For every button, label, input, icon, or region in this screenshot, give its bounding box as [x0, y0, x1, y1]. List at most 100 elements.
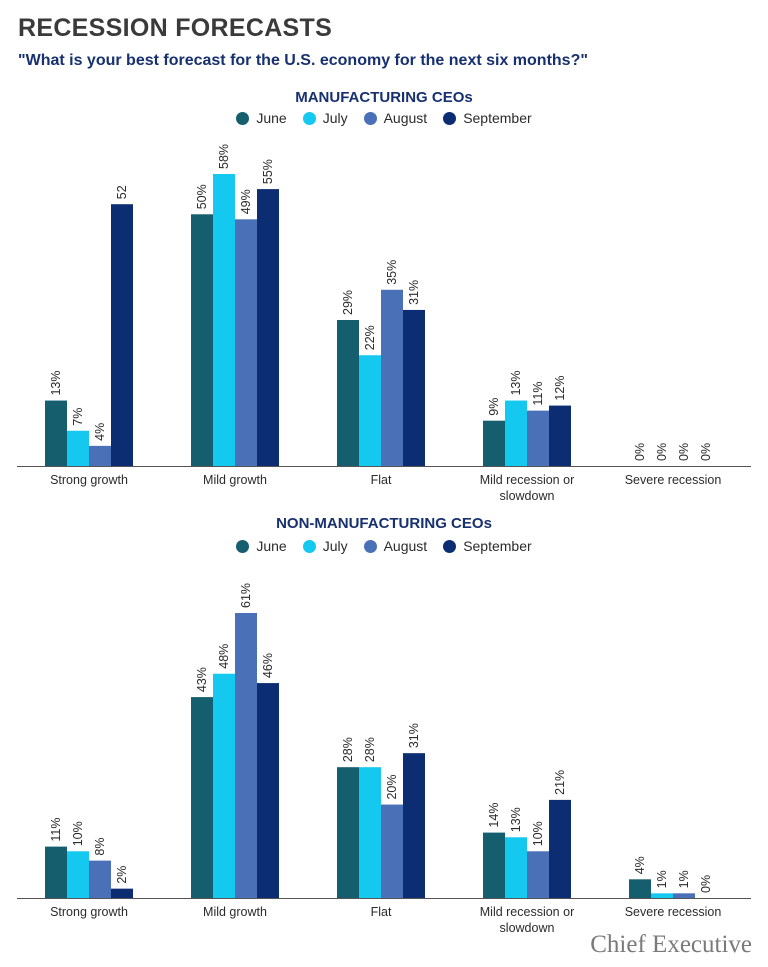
chart-title-manufacturing: MANUFACTURING CEOs [295, 89, 473, 106]
legend-label: July [322, 538, 348, 554]
bar-nonmfg-2-2 [381, 804, 403, 898]
bar-mfg-1-2 [235, 219, 257, 466]
category-label-nonmfg-1: Mild growth [203, 905, 267, 919]
data-label-mfg-3-2: 11% [531, 382, 545, 406]
bar-nonmfg-0-2 [89, 860, 111, 898]
bar-nonmfg-3-3 [549, 799, 571, 898]
data-label-nonmfg-3-3: 21% [553, 770, 567, 795]
bar-mfg-0-0 [45, 400, 67, 466]
bar-mfg-0-1 [67, 430, 89, 466]
bar-mfg-2-0 [337, 320, 359, 466]
data-label-nonmfg-0-2: 8% [93, 838, 107, 856]
data-label-mfg-2-0: 29% [341, 290, 355, 315]
data-label-mfg-4-2: 0% [677, 443, 691, 461]
category-label-mfg-2: Flat [371, 473, 392, 487]
data-label-mfg-0-0: 13% [49, 371, 63, 396]
data-label-nonmfg-4-3: 0% [699, 875, 713, 893]
bar-nonmfg-3-1 [505, 837, 527, 898]
data-label-mfg-3-0: 9% [487, 398, 501, 416]
data-label-mfg-2-2: 35% [385, 260, 399, 285]
data-label-mfg-1-3: 55% [261, 159, 275, 184]
legend-label: August [383, 110, 428, 126]
legend-item-september: September [443, 538, 532, 554]
category-label-mfg-0: Strong growth [50, 473, 128, 487]
legend-label: September [463, 538, 532, 554]
brand-logo: Chief Executive [590, 931, 752, 958]
bar-mfg-1-0 [191, 214, 213, 466]
data-label-nonmfg-4-1: 1% [655, 870, 669, 888]
bar-nonmfg-4-1 [651, 893, 673, 898]
bar-chart-manufacturing: 13% 7% 4% 52 Strong growth 50% 58% 49% 55% Mild g… [17, 144, 751, 503]
bar-nonmfg-1-3 [257, 683, 279, 898]
data-label-nonmfg-2-0: 28% [341, 737, 355, 762]
data-label-nonmfg-3-0: 14% [487, 803, 501, 828]
legend-swatch [443, 111, 457, 125]
data-label-nonmfg-1-0: 43% [195, 667, 209, 692]
legend-item-august: August [363, 110, 428, 126]
data-label-mfg-3-1: 13% [509, 371, 523, 396]
legend-swatch [236, 539, 250, 553]
legend-item-september: September [443, 110, 532, 126]
data-label-nonmfg-0-3: 2% [115, 866, 129, 884]
data-label-nonmfg-0-0: 11% [49, 818, 63, 842]
bar-nonmfg-3-0 [483, 832, 505, 898]
bar-nonmfg-0-0 [45, 846, 67, 898]
data-label-mfg-4-3: 0% [699, 443, 713, 461]
bar-nonmfg-3-2 [527, 851, 549, 898]
category-label-nonmfg-0: Strong growth [50, 905, 128, 919]
data-label-nonmfg-3-2: 10% [531, 821, 545, 846]
data-label-mfg-0-2: 4% [93, 423, 107, 441]
bar-nonmfg-0-3 [111, 888, 133, 898]
category-label-mfg-3: Mild recession or [480, 473, 574, 487]
legend-label: September [463, 110, 532, 126]
data-label-mfg-0-3: 52 [115, 185, 129, 199]
legend-swatch [443, 539, 457, 553]
bar-mfg-0-3 [111, 204, 133, 466]
data-label-nonmfg-4-2: 1% [677, 870, 691, 888]
bar-mfg-3-1 [505, 400, 527, 466]
bar-nonmfg-2-0 [337, 767, 359, 898]
bar-mfg-0-2 [89, 445, 111, 466]
legend-item-july: July [302, 110, 348, 126]
bar-mfg-3-2 [527, 410, 549, 466]
category-label-nonmfg-3-line2: slowdown [500, 921, 555, 935]
category-label-mfg-3-line2: slowdown [500, 489, 555, 503]
legend-item-july: July [302, 538, 348, 554]
legend-label: June [256, 538, 287, 554]
legend-swatch [302, 539, 316, 553]
category-label-mfg-1: Mild growth [203, 473, 267, 487]
category-label-nonmfg-3: Mild recession or [480, 905, 574, 919]
bar-chart-non-manufacturing: 11% 10% 8% 2% Strong growth 43% 48% 61% 46% Mild … [17, 583, 751, 935]
legend-item-june: June [236, 538, 287, 554]
legend-item-june: June [236, 110, 287, 126]
bar-mfg-2-2 [381, 289, 403, 466]
legend-non-manufacturing: June July August September [0, 538, 768, 554]
category-label-nonmfg-2: Flat [371, 905, 392, 919]
page-title: RECESSION FORECASTS [18, 14, 333, 42]
data-label-mfg-1-0: 50% [195, 184, 209, 209]
chart-title-non-manufacturing: NON-MANUFACTURING CEOs [276, 515, 492, 532]
bar-mfg-2-3 [403, 309, 425, 466]
data-label-nonmfg-1-1: 48% [217, 644, 231, 669]
legend-swatch [302, 111, 316, 125]
bar-nonmfg-2-3 [403, 753, 425, 898]
bar-mfg-2-1 [359, 355, 381, 466]
survey-question: "What is your best forecast for the U.S.… [18, 52, 588, 69]
bar-mfg-1-1 [213, 174, 235, 466]
data-label-mfg-1-2: 49% [239, 189, 253, 214]
data-label-mfg-0-1: 7% [71, 408, 85, 426]
bar-nonmfg-4-2 [673, 893, 695, 898]
legend-swatch [363, 111, 377, 125]
data-label-nonmfg-4-0: 4% [633, 856, 647, 874]
data-label-nonmfg-0-1: 10% [71, 821, 85, 846]
bar-nonmfg-1-1 [213, 673, 235, 898]
bar-nonmfg-1-0 [191, 697, 213, 898]
bar-mfg-1-3 [257, 189, 279, 466]
legend-label: August [383, 538, 428, 554]
bar-mfg-3-3 [549, 405, 571, 466]
data-label-nonmfg-2-1: 28% [363, 737, 377, 762]
legend-swatch [363, 539, 377, 553]
bar-nonmfg-2-1 [359, 767, 381, 898]
category-label-mfg-4: Severe recession [625, 473, 722, 487]
category-label-nonmfg-4: Severe recession [625, 905, 722, 919]
